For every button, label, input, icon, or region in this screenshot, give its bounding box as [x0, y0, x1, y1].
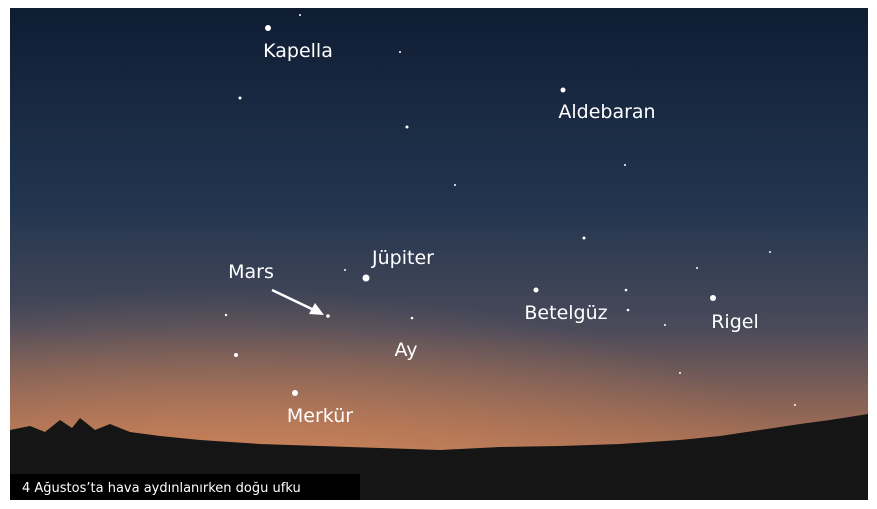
background-stars — [224, 14, 796, 406]
caption-bar — [10, 474, 360, 500]
star-betelguz — [533, 287, 539, 293]
mars-arrow — [271, 288, 317, 313]
label-rigel: Rigel — [711, 311, 759, 333]
star-mars — [326, 314, 330, 318]
label-ay: Ay — [395, 339, 418, 361]
label-betelguz: Betelgüz — [524, 302, 607, 324]
star-aldebaran — [560, 87, 566, 93]
label-kapella: Kapella — [263, 40, 333, 62]
star-merkur — [292, 390, 298, 396]
label-merkur: Merkür — [287, 405, 353, 427]
label-mars: Mars — [228, 261, 274, 283]
star-jupiter — [362, 274, 370, 282]
caption: 4 Ağustos’ta hava aydınlanırken doğu ufk… — [22, 481, 301, 496]
label-jupiter: Jüpiter — [371, 247, 434, 269]
mars-arrowhead — [309, 303, 324, 315]
star-rigel — [710, 295, 716, 301]
label-aldebaran: Aldebaran — [558, 101, 655, 123]
labelled-stars — [265, 25, 716, 396]
star-kapella — [265, 25, 271, 31]
